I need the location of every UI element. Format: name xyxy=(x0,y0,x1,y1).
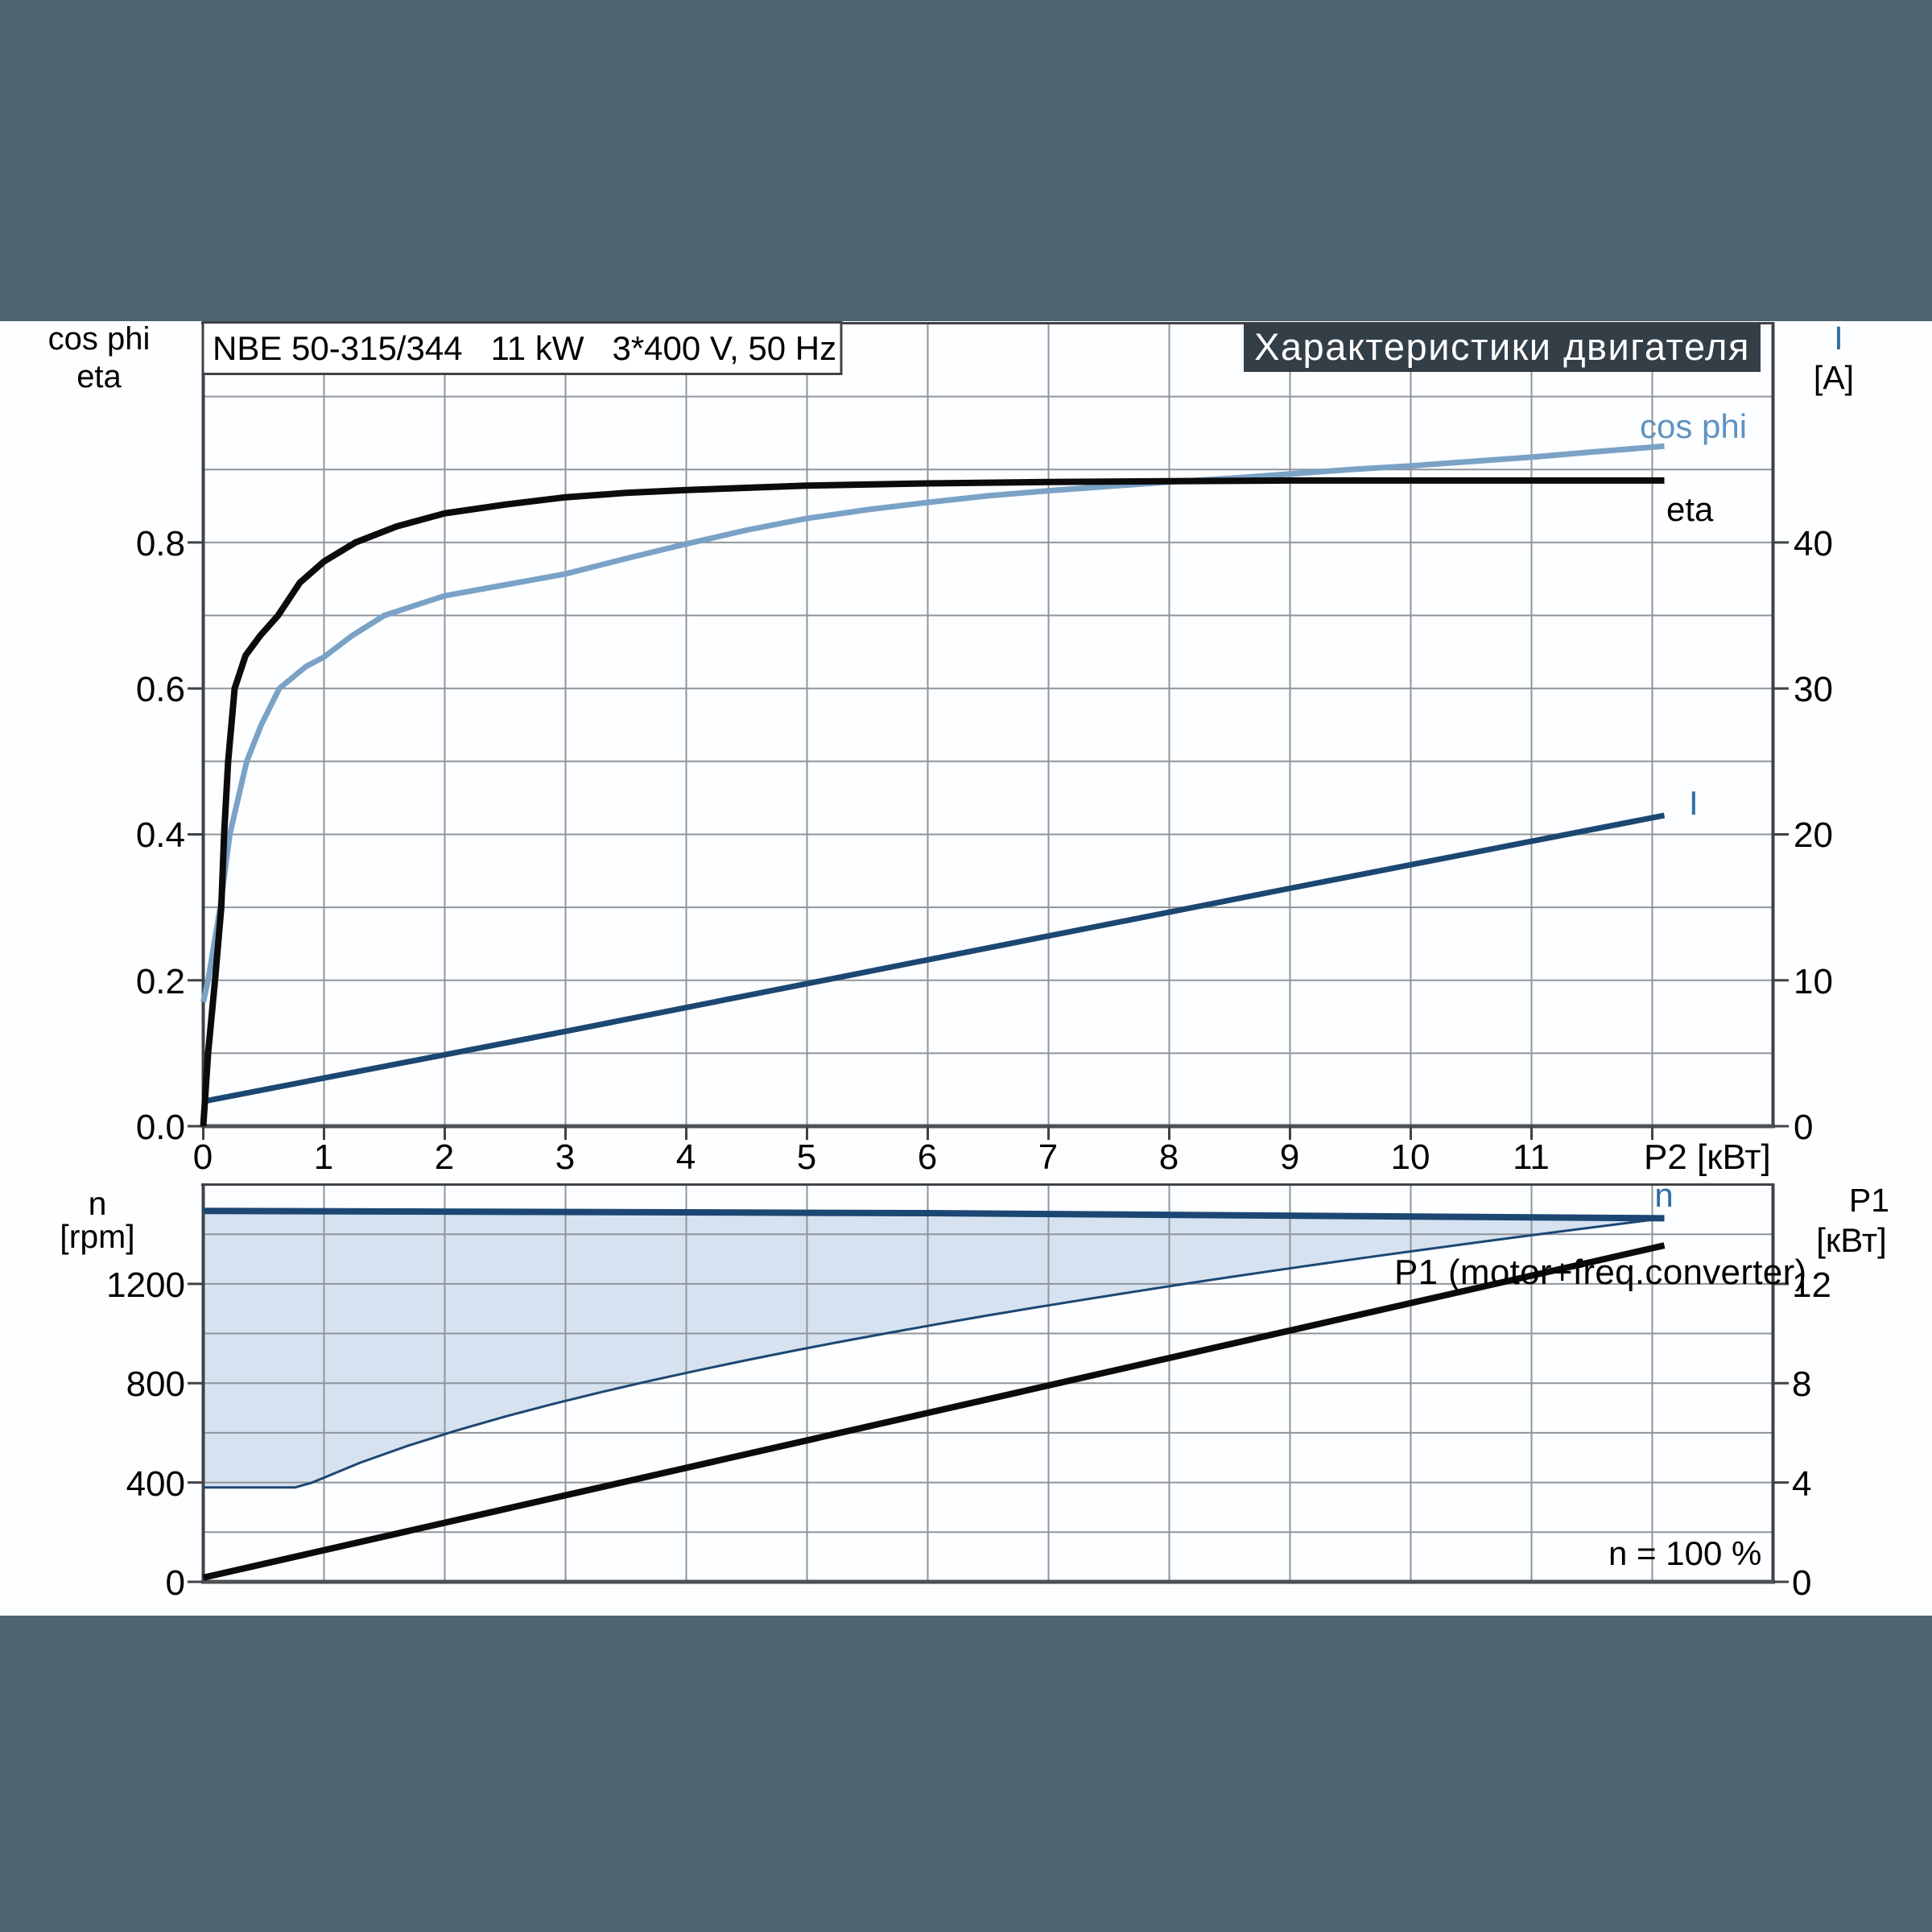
svg-text:8: 8 xyxy=(1792,1364,1811,1404)
svg-text:cos phi: cos phi xyxy=(1640,407,1747,445)
svg-text:2: 2 xyxy=(435,1137,454,1177)
svg-text:I: I xyxy=(1834,320,1843,357)
svg-text:30: 30 xyxy=(1794,670,1833,709)
svg-text:n = 100 %: n = 100 % xyxy=(1608,1534,1761,1572)
svg-text:0.8: 0.8 xyxy=(136,524,185,564)
svg-text:3: 3 xyxy=(555,1137,575,1177)
svg-text:n: n xyxy=(1654,1176,1673,1214)
svg-text:0: 0 xyxy=(193,1137,213,1177)
svg-text:40: 40 xyxy=(1794,524,1833,564)
svg-text:NBE 50-315/344 11 kW 3*400: NBE 50-315/344 11 kW 3*400 V, 50 Hz xyxy=(213,329,836,367)
svg-text:P1 (motor+freq.converter): P1 (motor+freq.converter) xyxy=(1394,1253,1806,1292)
svg-text:5: 5 xyxy=(797,1137,816,1177)
svg-text:1200: 1200 xyxy=(106,1265,185,1305)
svg-text:4: 4 xyxy=(676,1137,696,1177)
svg-text:10: 10 xyxy=(1391,1137,1430,1177)
svg-text:0.0: 0.0 xyxy=(136,1108,185,1147)
svg-text:12: 12 xyxy=(1792,1265,1831,1305)
svg-text:n: n xyxy=(89,1185,107,1222)
svg-text:0.6: 0.6 xyxy=(136,670,185,709)
svg-text:0.2: 0.2 xyxy=(136,962,185,1001)
svg-text:cos phi: cos phi xyxy=(48,321,151,357)
svg-text:eta: eta xyxy=(1666,490,1714,528)
svg-text:0: 0 xyxy=(1794,1108,1813,1147)
svg-text:P1: P1 xyxy=(1849,1182,1889,1219)
svg-text:20: 20 xyxy=(1794,815,1833,855)
svg-text:[A]: [A] xyxy=(1814,359,1854,396)
svg-text:9: 9 xyxy=(1280,1137,1299,1177)
svg-text:eta: eta xyxy=(76,359,122,394)
svg-text:[кВт]: [кВт] xyxy=(1816,1221,1887,1259)
svg-text:6: 6 xyxy=(918,1137,937,1177)
svg-text:10: 10 xyxy=(1794,962,1833,1001)
svg-text:1: 1 xyxy=(314,1137,333,1177)
svg-text:7: 7 xyxy=(1038,1137,1058,1177)
svg-text:I: I xyxy=(1689,784,1699,822)
svg-text:0: 0 xyxy=(1792,1563,1811,1603)
svg-text:Характеристики двигателя: Характеристики двигателя xyxy=(1254,325,1750,368)
svg-text:0.4: 0.4 xyxy=(136,815,185,855)
svg-text:11: 11 xyxy=(1513,1137,1550,1177)
svg-text:400: 400 xyxy=(126,1464,185,1504)
svg-text:4: 4 xyxy=(1792,1464,1811,1504)
svg-text:[rpm]: [rpm] xyxy=(60,1218,134,1255)
svg-text:800: 800 xyxy=(126,1364,185,1404)
svg-text:P2 [кВт]: P2 [кВт] xyxy=(1644,1137,1771,1177)
svg-text:0: 0 xyxy=(166,1563,185,1603)
svg-text:8: 8 xyxy=(1159,1137,1179,1177)
